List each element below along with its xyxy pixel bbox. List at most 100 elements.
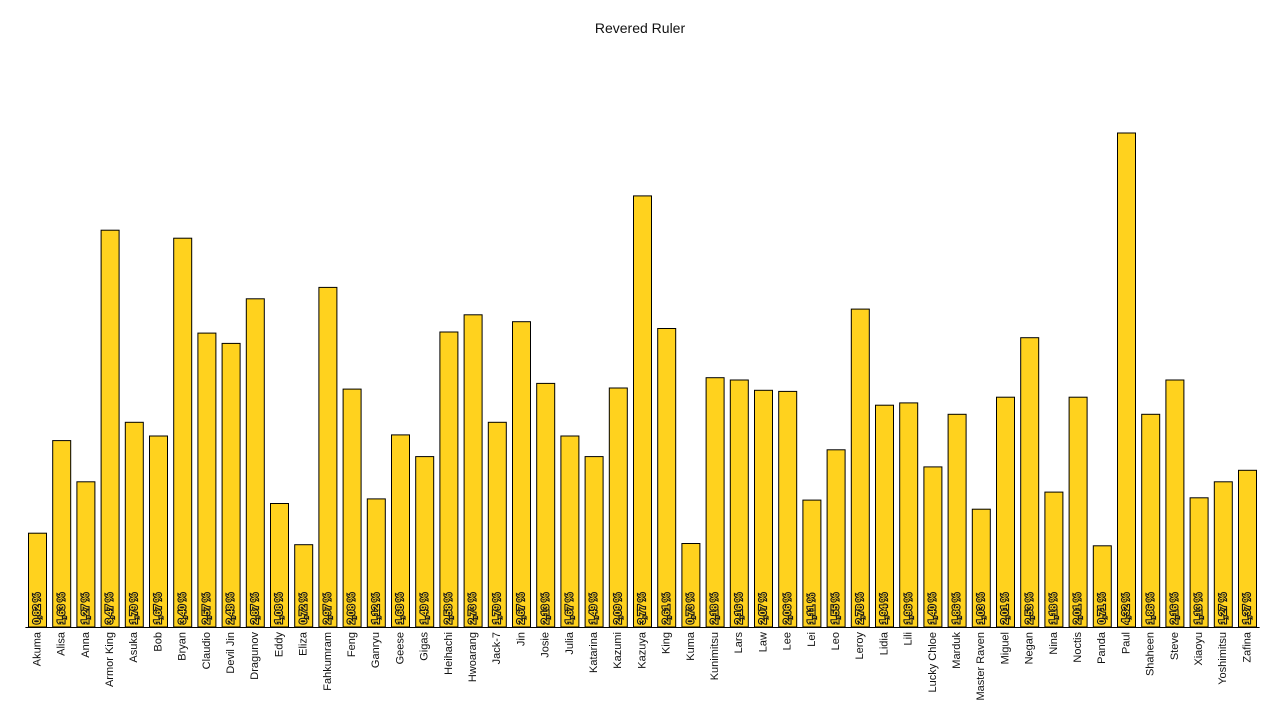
x-tick-label: Akuma [31, 631, 43, 666]
x-tick-label: King [661, 632, 673, 654]
bar [996, 396, 1015, 628]
bar-value-label: 1,67 % [153, 593, 164, 624]
bar [342, 388, 362, 628]
bar-value-label: 1,40 % [928, 593, 939, 624]
x-tick-label: Julia [564, 631, 576, 655]
bar [318, 286, 338, 628]
x-tick-label: Bob [152, 632, 164, 652]
bar [754, 389, 773, 628]
bar-value-label: 0,72 % [298, 593, 309, 624]
x-tick-label: Yoshimitsu [1217, 632, 1229, 685]
bar-value-label: 3,40 % [177, 593, 188, 624]
bar-value-label: 4,32 % [1121, 593, 1132, 624]
bar-value-label: 2,16 % [1170, 593, 1181, 624]
bar-value-label: 2,01 % [1073, 593, 1084, 624]
x-tick-label: Lee [782, 632, 794, 650]
bar [463, 314, 483, 628]
bar-value-label: 1,86 % [952, 593, 963, 624]
bar-value-label: 2,48 % [226, 593, 237, 624]
bar-value-label: 1,79 % [129, 593, 140, 624]
bar [608, 387, 628, 628]
x-tick-label: Dragunov [249, 632, 261, 680]
x-tick-label: Lars [733, 632, 745, 654]
bar [705, 377, 725, 628]
x-tick-label: Noctis [1072, 632, 1084, 663]
bar [221, 342, 241, 628]
bar-value-label: 1,27 % [1218, 593, 1229, 624]
bar [633, 195, 652, 628]
bar-value-label: 1,55 % [831, 593, 842, 624]
x-tick-label: Gigas [419, 632, 431, 661]
x-tick-label: Leroy [854, 632, 866, 660]
bar-value-label: 1,94 % [879, 593, 890, 624]
x-tick-label: Miguel [999, 632, 1011, 664]
bar-value-label: 2,53 % [1024, 593, 1035, 624]
x-tick-label: Kazumi [612, 632, 624, 669]
bar-value-label: 2,13 % [540, 593, 551, 624]
bar-value-label: 0,71 % [1097, 593, 1108, 624]
x-tick-label: Lili [903, 632, 915, 645]
bar-value-label: 2,08 % [347, 593, 358, 624]
bar-value-label: 1,27 % [81, 593, 92, 624]
bar-value-label: 0,82 % [32, 593, 43, 624]
bar-value-label: 1,11 % [807, 593, 818, 624]
bar [536, 382, 556, 628]
bar-value-label: 1,37 % [1242, 593, 1253, 624]
bar-value-label: 2,97 % [323, 593, 334, 624]
bar [173, 237, 193, 628]
x-tick-label: Lucky Chloe [927, 632, 939, 693]
x-tick-label: Nina [1048, 631, 1060, 655]
bar-value-label: 1,49 % [419, 593, 430, 624]
x-tick-label: Devil Jin [225, 632, 237, 674]
bar [197, 332, 217, 628]
bar-value-label: 1,13 % [1194, 593, 1205, 624]
x-tick-label: Panda [1096, 631, 1108, 664]
x-tick-label: Shaheen [1145, 632, 1157, 676]
x-tick-label: Heihachi [443, 632, 455, 675]
bar-value-label: 2,78 % [855, 593, 866, 624]
x-tick-label: Eliza [298, 631, 310, 656]
x-tick-label: Fahkumram [322, 632, 334, 691]
x-tick-label: Geese [394, 632, 406, 664]
bar [1117, 132, 1136, 628]
bars-layer [28, 132, 1257, 628]
bar-value-label: 1,18 % [1049, 593, 1060, 624]
bar-value-label: 2,18 % [710, 593, 721, 624]
bar-value-label: 1,08 % [274, 593, 285, 624]
x-tick-label: Ganryu [370, 632, 382, 668]
bar [778, 390, 798, 628]
x-tick-label: Lei [806, 632, 818, 647]
bar [850, 308, 870, 628]
x-tick-labels-layer: Akuma Alisa Anna Armor King Asuka Bob Bryan Cla… [31, 631, 1253, 700]
bar-value-label: 1,63 % [56, 593, 67, 624]
x-tick-label: Master Raven [975, 632, 987, 700]
bar-value-label: 2,06 % [782, 593, 793, 624]
x-tick-label: Law [757, 632, 769, 652]
bar [1068, 396, 1088, 628]
x-tick-label: Asuka [128, 631, 140, 662]
x-tick-label: Feng [346, 632, 358, 657]
data-labels-layer: 0,82 % 1,63 % 1,27 % 3,47 % 1,79 % 1,67 % 3,40… [31, 592, 1254, 625]
bar-value-label: 2,58 % [444, 593, 455, 624]
x-tick-label: Negan [1024, 632, 1036, 664]
x-tick-label: Hwoarang [467, 632, 479, 682]
bar-value-label: 0,73 % [686, 593, 697, 624]
bar-value-label: 2,09 % [613, 593, 624, 624]
bar [439, 331, 459, 628]
x-tick-label: Josie [540, 632, 552, 658]
bar-value-label: 2,87 % [250, 593, 261, 624]
x-tick-label: Paul [1120, 632, 1132, 654]
bar-value-label: 1,68 % [395, 593, 406, 624]
bar-value-label: 2,16 % [734, 593, 745, 624]
x-tick-label: Kuma [685, 631, 697, 661]
bar-value-label: 1,12 % [371, 593, 382, 624]
bar-value-label: 2,73 % [468, 593, 479, 624]
x-tick-label: Jin [515, 632, 527, 646]
bar [1165, 379, 1185, 628]
bar-value-label: 3,47 % [105, 593, 116, 624]
chart-title: Revered Ruler [594, 20, 686, 36]
bar [100, 229, 120, 628]
bar-value-label: 1,79 % [492, 593, 503, 624]
